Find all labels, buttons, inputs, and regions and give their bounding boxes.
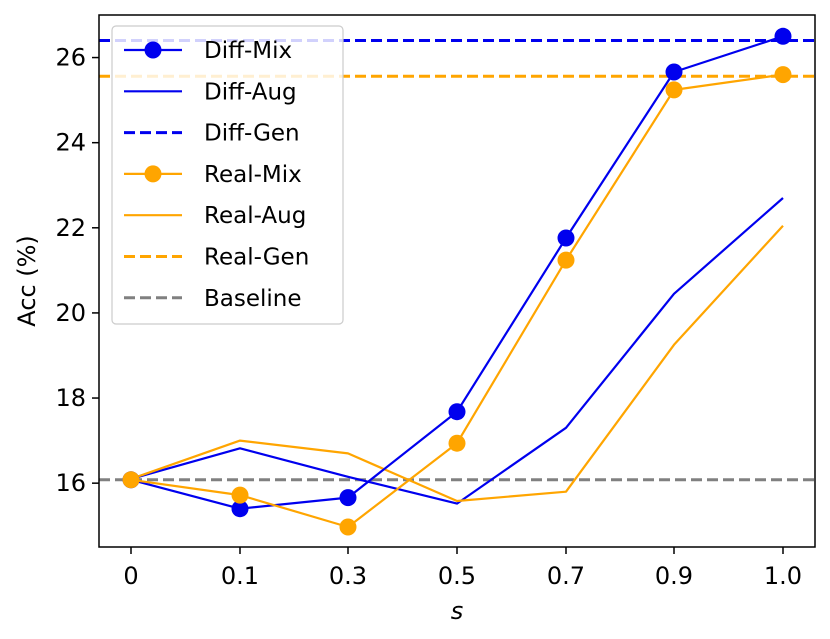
series-real-mix-point [122,471,140,489]
legend: Diff-Mix Diff-Aug Diff-Gen Real-Mix Real-Aug… [111,25,344,325]
x-tick-label: 0.3 [329,562,367,590]
legend-box [111,25,344,325]
legend-real-aug-label: Real-Aug [204,203,306,229]
legend-diff-mix-marker [144,41,162,59]
y-tick-label: 18 [55,384,86,412]
x-tick-label: 0 [123,562,138,590]
legend-diff-gen-label: Diff-Gen [204,121,300,147]
series-diff-mix-point [557,229,575,247]
x-tick-label: 0.1 [221,562,259,590]
series-real-mix-point [448,434,466,452]
legend-diff-mix-label: Diff-Mix [204,38,292,64]
x-tick-label: 0.5 [438,562,476,590]
series-real-aug-line [130,224,784,503]
y-tick-label: 26 [55,44,86,72]
x-tick-label: 0.7 [547,562,585,590]
series-real-mix-point [339,518,357,536]
legend-real-mix-label: Real-Mix [204,162,302,188]
y-tick-label: 16 [55,469,86,497]
series-diff-mix-point [665,63,683,81]
series-diff-mix-point [774,27,792,45]
legend-real-gen-label: Real-Gen [204,245,309,271]
series-diff-aug-line [130,197,784,505]
series-diff-mix-point [339,489,357,507]
series-diff-mix-point [231,500,249,518]
x-axis-ticks: 0 0.1 0.3 0.5 0.7 0.9 1.0 [123,547,802,590]
x-tick-label: 0.9 [655,562,693,590]
series-real-mix-point [774,66,792,84]
series-real-mix-point [231,486,249,504]
series-real-mix-point [557,251,575,269]
series-diff-mix-point [448,403,466,421]
y-tick-label: 20 [55,299,86,327]
x-axis-label: s [451,597,464,625]
legend-real-mix-marker [144,165,162,183]
legend-baseline-label: Baseline [204,286,302,312]
y-tick-label: 22 [55,214,86,242]
y-axis-label: Acc (%) [13,235,41,327]
y-axis-ticks: 16 18 20 22 24 26 [55,44,99,497]
y-tick-label: 24 [55,129,86,157]
series-real-mix-point [665,81,683,99]
x-tick-label: 1.0 [764,562,802,590]
legend-diff-aug-label: Diff-Aug [204,79,297,105]
